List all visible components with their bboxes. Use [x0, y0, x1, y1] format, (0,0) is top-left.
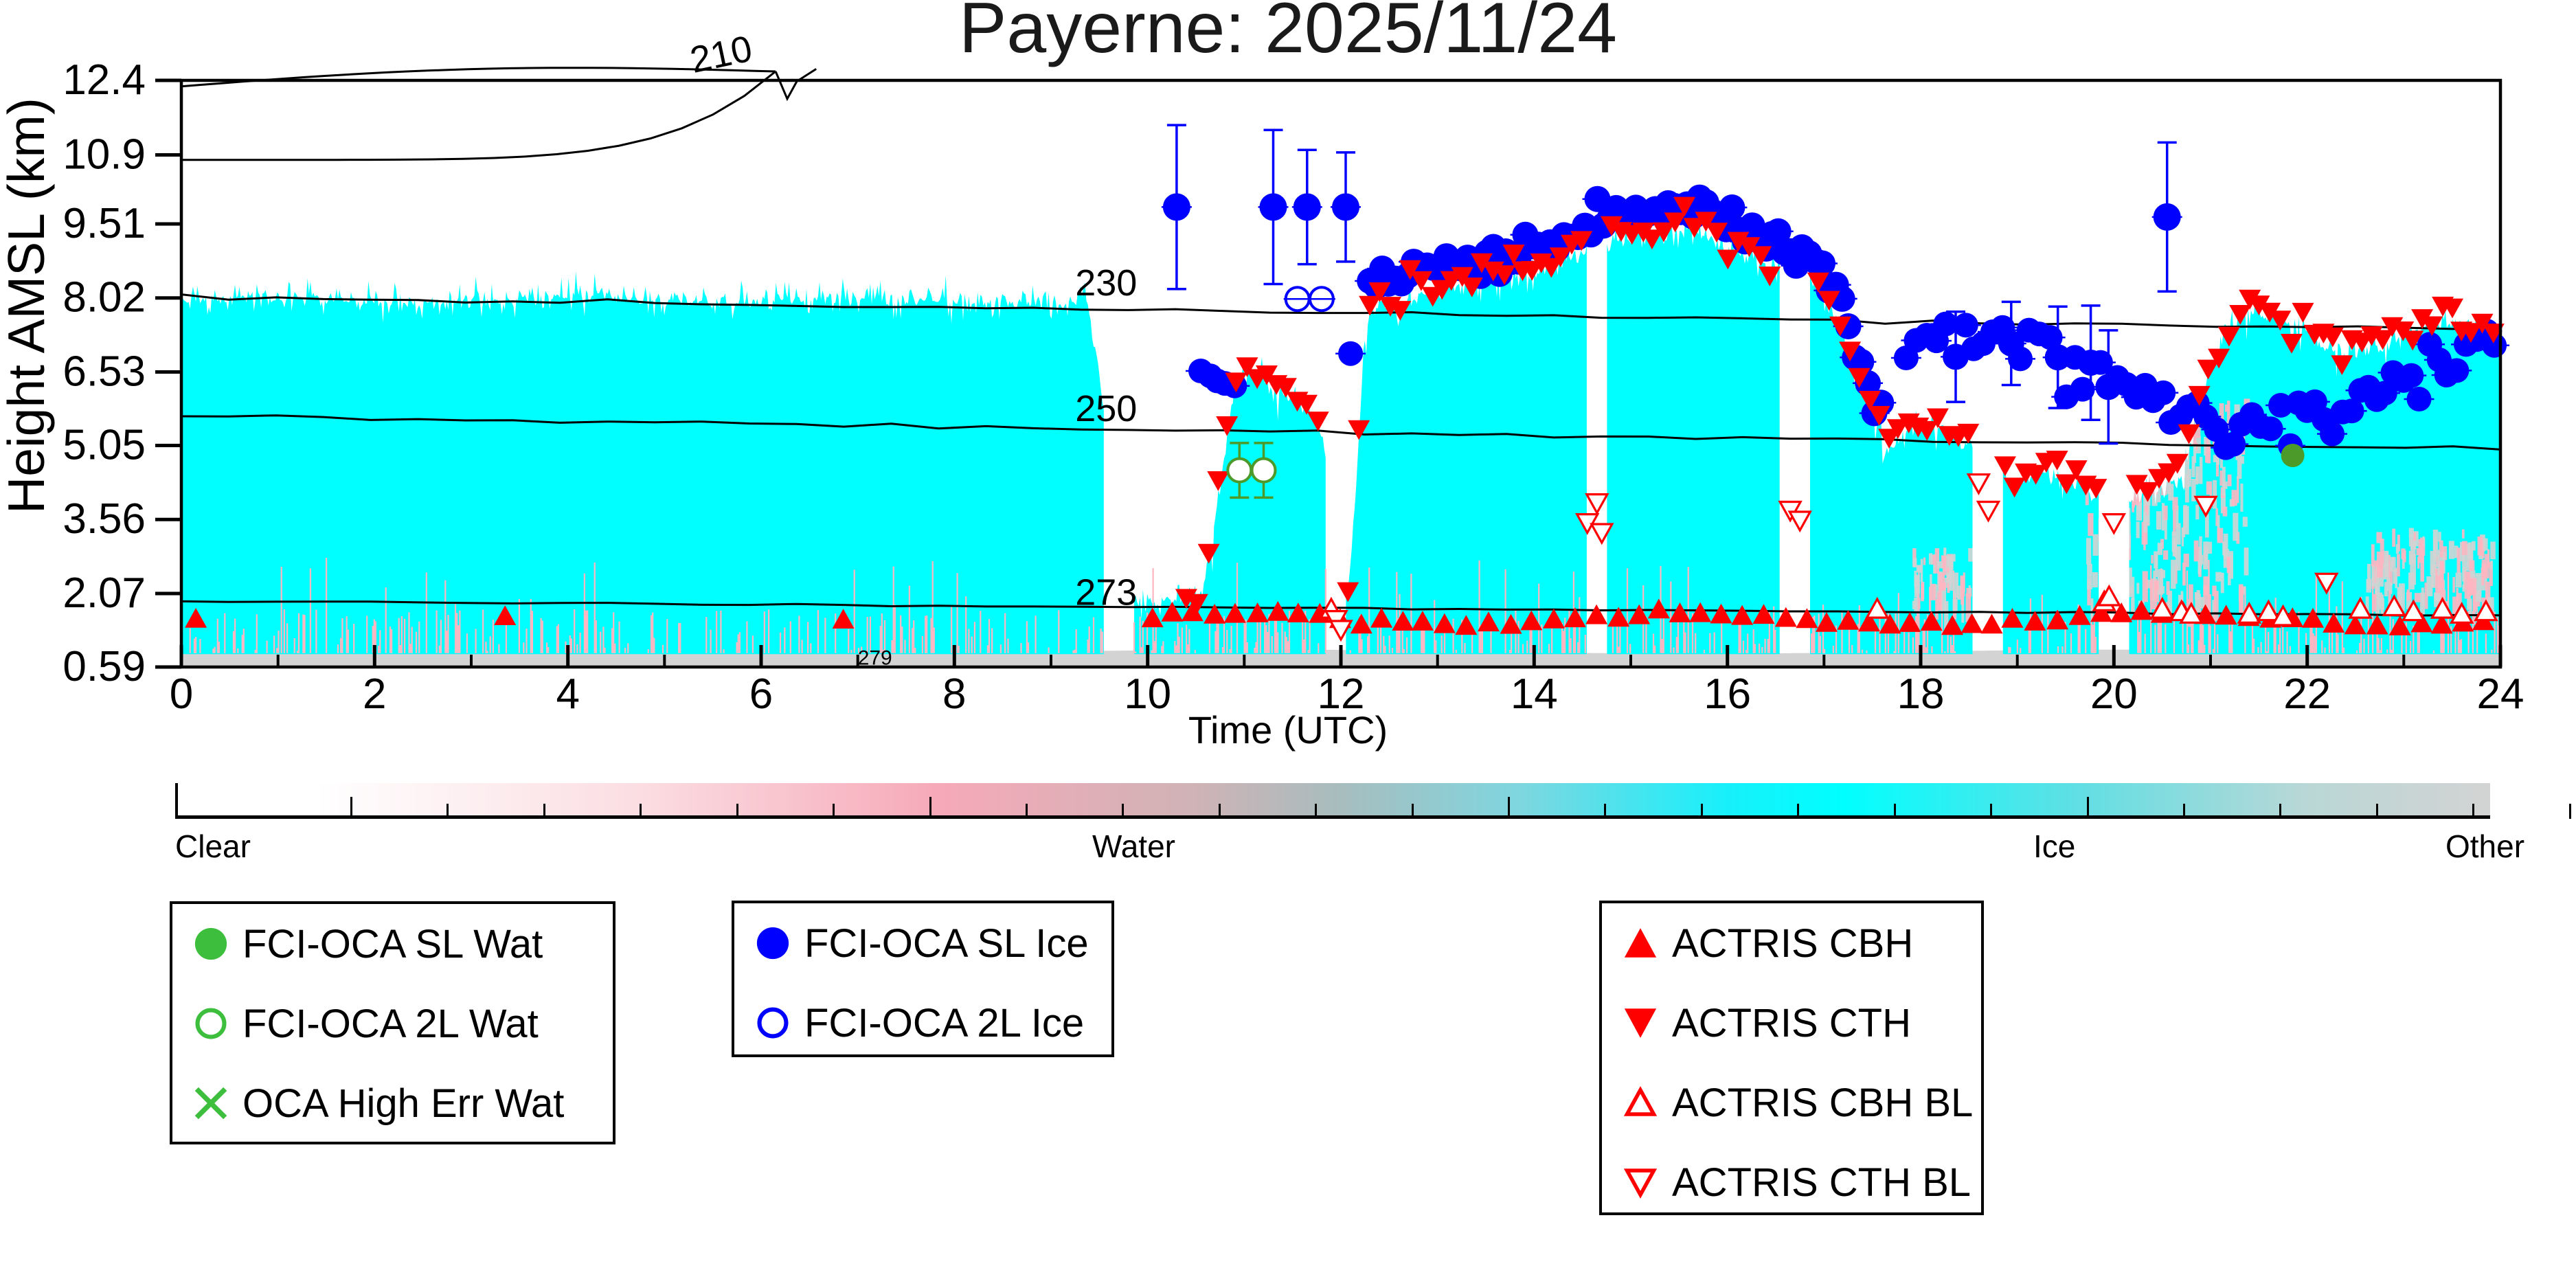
svg-text:10.9: 10.9: [63, 131, 146, 179]
svg-text:6.53: 6.53: [63, 348, 146, 396]
svg-text:230: 230: [1075, 262, 1137, 304]
svg-text:4: 4: [556, 670, 579, 718]
svg-text:8.02: 8.02: [63, 274, 146, 321]
svg-text:16: 16: [1704, 670, 1751, 718]
svg-text:12: 12: [1318, 670, 1365, 718]
svg-text:0.59: 0.59: [63, 643, 146, 690]
svg-text:12.4: 12.4: [63, 56, 146, 104]
svg-text:10: 10: [1124, 670, 1171, 718]
svg-text:273: 273: [1075, 572, 1137, 613]
svg-text:22: 22: [2283, 670, 2331, 718]
svg-text:6: 6: [749, 670, 773, 718]
svg-text:2: 2: [363, 670, 386, 718]
svg-text:250: 250: [1075, 388, 1137, 429]
svg-text:0: 0: [170, 670, 193, 718]
svg-text:3.56: 3.56: [63, 495, 146, 543]
svg-text:9.51: 9.51: [63, 200, 146, 247]
svg-text:20: 20: [2090, 670, 2138, 718]
svg-text:18: 18: [1897, 670, 1945, 718]
svg-text:2.07: 2.07: [63, 569, 146, 617]
svg-text:14: 14: [1511, 670, 1558, 718]
svg-text:24: 24: [2477, 670, 2524, 718]
svg-text:210: 210: [687, 28, 756, 81]
svg-text:5.05: 5.05: [63, 422, 146, 469]
svg-text:8: 8: [942, 670, 966, 718]
